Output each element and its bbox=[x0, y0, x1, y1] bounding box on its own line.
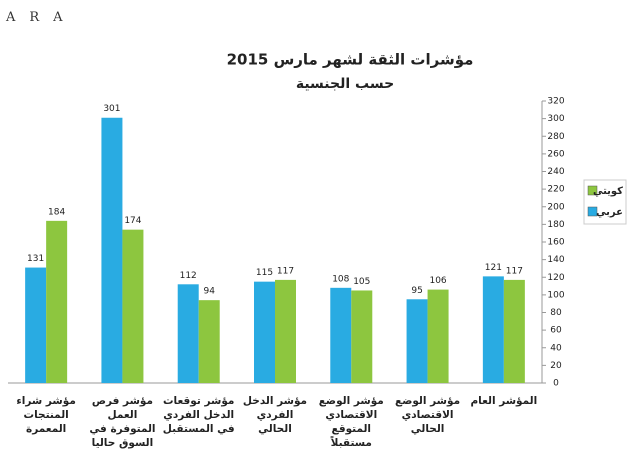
value-label: 301 bbox=[103, 104, 120, 114]
x-tick-label: مؤشر شراء المنتجات المعمرة bbox=[16, 395, 76, 435]
y-tick-label: 320 bbox=[547, 97, 564, 107]
value-label: 108 bbox=[332, 274, 349, 284]
y-tick-label: 20 bbox=[550, 361, 562, 371]
x-tick-label: مؤشر الوضع الاقتصادي الحالي bbox=[395, 395, 461, 435]
bar bbox=[406, 299, 428, 383]
chart-title: مؤشرات الثقة لشهر مارس 2015 bbox=[227, 51, 474, 69]
bar bbox=[503, 279, 525, 383]
bar bbox=[25, 267, 47, 383]
value-label: 184 bbox=[48, 207, 65, 217]
x-tick-label: مؤشر فرص العمل المتوفرة في السوق حاليا bbox=[89, 395, 156, 449]
y-tick-label: 200 bbox=[547, 202, 564, 212]
value-label: 121 bbox=[485, 263, 502, 273]
x-tick-label: مؤشر الدخل الفردي الحالي bbox=[242, 395, 308, 435]
y-tick-label: 260 bbox=[547, 149, 564, 159]
legend-swatch bbox=[587, 206, 598, 217]
x-tick-label: مؤشر توقعات الدخل الفردي في المستقبل bbox=[162, 395, 235, 435]
x-tick-label: المؤشر العام bbox=[470, 395, 538, 407]
legend-swatch bbox=[587, 185, 598, 196]
legend-label: عربي bbox=[596, 207, 623, 218]
bar bbox=[482, 276, 504, 383]
y-tick-label: 240 bbox=[547, 167, 564, 177]
y-tick-label: 60 bbox=[550, 326, 562, 336]
y-tick-label: 0 bbox=[553, 379, 559, 389]
value-label: 131 bbox=[27, 254, 44, 264]
legend-label: كويتي bbox=[593, 186, 623, 197]
bar bbox=[427, 289, 449, 383]
y-tick-label: 40 bbox=[550, 343, 562, 353]
bar bbox=[330, 287, 352, 383]
y-tick-label: 180 bbox=[547, 220, 564, 230]
bar bbox=[275, 279, 296, 383]
value-label: 94 bbox=[203, 287, 215, 297]
bar bbox=[198, 300, 220, 383]
y-tick-label: 160 bbox=[547, 238, 564, 248]
y-tick-label: 280 bbox=[547, 132, 564, 142]
value-label: 117 bbox=[506, 266, 523, 276]
value-label: 174 bbox=[124, 216, 141, 226]
y-tick-label: 120 bbox=[547, 273, 564, 283]
value-label: 105 bbox=[353, 277, 370, 287]
bar bbox=[46, 220, 68, 383]
x-tick-label: مؤشر الوضع الاقتصادي المتوقع مستقبلاً bbox=[318, 395, 384, 449]
bar bbox=[122, 229, 144, 383]
y-tick-label: 80 bbox=[550, 308, 562, 318]
chart-subtitle: حسب الجنسية bbox=[296, 76, 394, 92]
y-tick-label: 140 bbox=[547, 255, 564, 265]
y-tick-label: 100 bbox=[547, 290, 564, 300]
value-label: 95 bbox=[411, 286, 422, 296]
logo: ARA bbox=[6, 10, 77, 25]
bar bbox=[254, 281, 275, 383]
bar bbox=[177, 284, 199, 383]
value-label: 117 bbox=[277, 266, 294, 276]
value-label: 112 bbox=[180, 271, 197, 281]
legend-frame bbox=[583, 179, 627, 225]
y-tick-label: 220 bbox=[547, 185, 564, 195]
value-label: 115 bbox=[256, 268, 273, 278]
bar bbox=[351, 290, 373, 383]
value-label: 106 bbox=[429, 276, 446, 286]
bar bbox=[101, 117, 123, 384]
y-tick-label: 300 bbox=[547, 114, 564, 124]
